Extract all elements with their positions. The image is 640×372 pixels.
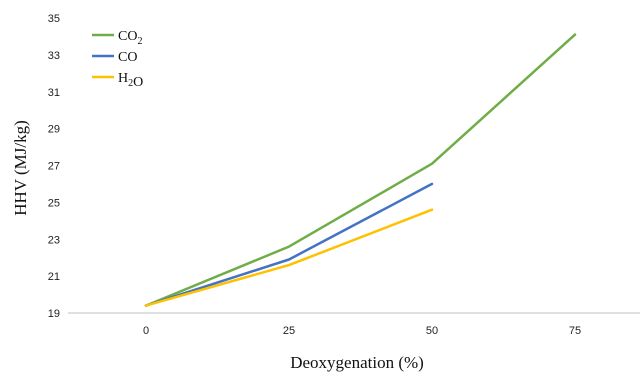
y-tick-label: 19 bbox=[48, 308, 60, 320]
y-tick-label: 33 bbox=[48, 50, 60, 62]
y-tick-label: 27 bbox=[48, 161, 60, 173]
x-tick-label: 25 bbox=[283, 325, 295, 337]
series-line bbox=[144, 208, 434, 307]
legend-label: CO bbox=[118, 50, 137, 65]
y-tick-label: 35 bbox=[48, 13, 60, 25]
series-line bbox=[144, 182, 434, 307]
series-line bbox=[144, 33, 577, 307]
legend-label: CO2 bbox=[118, 29, 142, 47]
x-tick-label: 75 bbox=[569, 325, 581, 337]
y-tick-label: 21 bbox=[48, 271, 60, 283]
x-axis-title: Deoxygenation (%) bbox=[290, 353, 424, 372]
y-axis-ticks: 19 21 23 25 27 29 31 33 35 bbox=[48, 13, 60, 320]
plot-lines bbox=[144, 33, 577, 307]
y-tick-label: 31 bbox=[48, 87, 60, 99]
y-tick-label: 29 bbox=[48, 124, 60, 136]
y-axis-title: HHV (MJ/kg) bbox=[11, 120, 30, 216]
legend: CO2 CO H2O bbox=[92, 29, 143, 90]
y-tick-label: 25 bbox=[48, 197, 60, 209]
x-axis-ticks: 0 25 50 75 bbox=[143, 325, 581, 337]
x-tick-label: 50 bbox=[426, 325, 438, 337]
y-tick-label: 23 bbox=[48, 234, 60, 246]
legend-label: H2O bbox=[118, 71, 143, 90]
x-tick-label: 0 bbox=[143, 325, 149, 337]
